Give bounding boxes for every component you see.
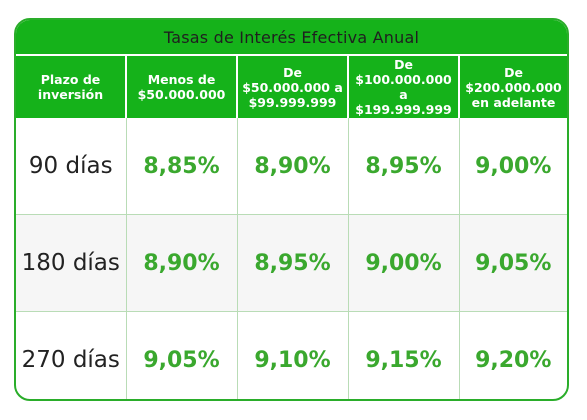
table-title: Tasas de Interés Efectiva Anual bbox=[16, 20, 567, 56]
header-line: en adelante bbox=[471, 94, 556, 110]
column-header-term: Plazo de inversión bbox=[16, 56, 127, 118]
header-line: Menos de bbox=[147, 72, 216, 87]
header-line: $200.000.000 bbox=[465, 79, 562, 95]
rate-cell: 9,05% bbox=[126, 311, 238, 399]
table-row: 270 días 9,05% 9,10% 9,15% 9,20% bbox=[16, 311, 567, 399]
rate-cell: 8,95% bbox=[348, 118, 460, 215]
header-line: $100.000.000 bbox=[355, 72, 452, 87]
column-header-50m-99m: De $50.000.000 a $99.999.999 bbox=[237, 56, 349, 118]
rate-cell: 9,00% bbox=[348, 214, 460, 312]
rate-cell: 9,05% bbox=[459, 214, 567, 312]
header-line: De bbox=[283, 64, 302, 80]
term-cell: 90 días bbox=[16, 118, 127, 215]
rate-cell: 9,20% bbox=[475, 347, 552, 373]
header-line: $50.000.000 bbox=[137, 87, 226, 102]
rate-cell: 9,15% bbox=[348, 311, 460, 399]
rates-table: Plazo de inversión Menos de $50.000.000 … bbox=[16, 56, 567, 399]
rate-cell: 9,00% bbox=[459, 118, 567, 215]
rate-cell: 9,10% bbox=[237, 311, 349, 399]
header-line: a $199.999.999 bbox=[355, 87, 452, 117]
table-row: 90 días 8,85% 8,90% 8,95% 9,00% bbox=[16, 118, 567, 215]
header-line: inversión bbox=[37, 87, 104, 102]
rate-cell: 8,85% bbox=[126, 118, 238, 215]
rate-cell: 8,90% bbox=[126, 214, 238, 312]
term-cell: 180 días bbox=[16, 214, 127, 312]
rate-cell: 8,90% bbox=[237, 118, 349, 215]
header-line: De bbox=[394, 57, 413, 72]
header-row: Plazo de inversión Menos de $50.000.000 … bbox=[16, 56, 567, 118]
column-header-200m-plus: De $200.000.000 en adelante bbox=[459, 56, 567, 118]
header-line: Plazo de bbox=[40, 72, 101, 87]
rates-card: Tasas de Interés Efectiva Anual Plazo de… bbox=[14, 18, 569, 401]
table-row: 180 días 8,90% 8,95% 9,00% 9,05% bbox=[16, 214, 567, 312]
header-line: De bbox=[504, 64, 523, 80]
column-header-100m-199m: De $100.000.000 a $199.999.999 bbox=[348, 56, 460, 118]
header-line: $50.000.000 a bbox=[242, 79, 343, 95]
term-cell: 270 días bbox=[16, 311, 127, 399]
header-line: $99.999.999 bbox=[248, 94, 337, 110]
rate-cell: 8,95% bbox=[237, 214, 349, 312]
column-header-under-50m: Menos de $50.000.000 bbox=[126, 56, 238, 118]
